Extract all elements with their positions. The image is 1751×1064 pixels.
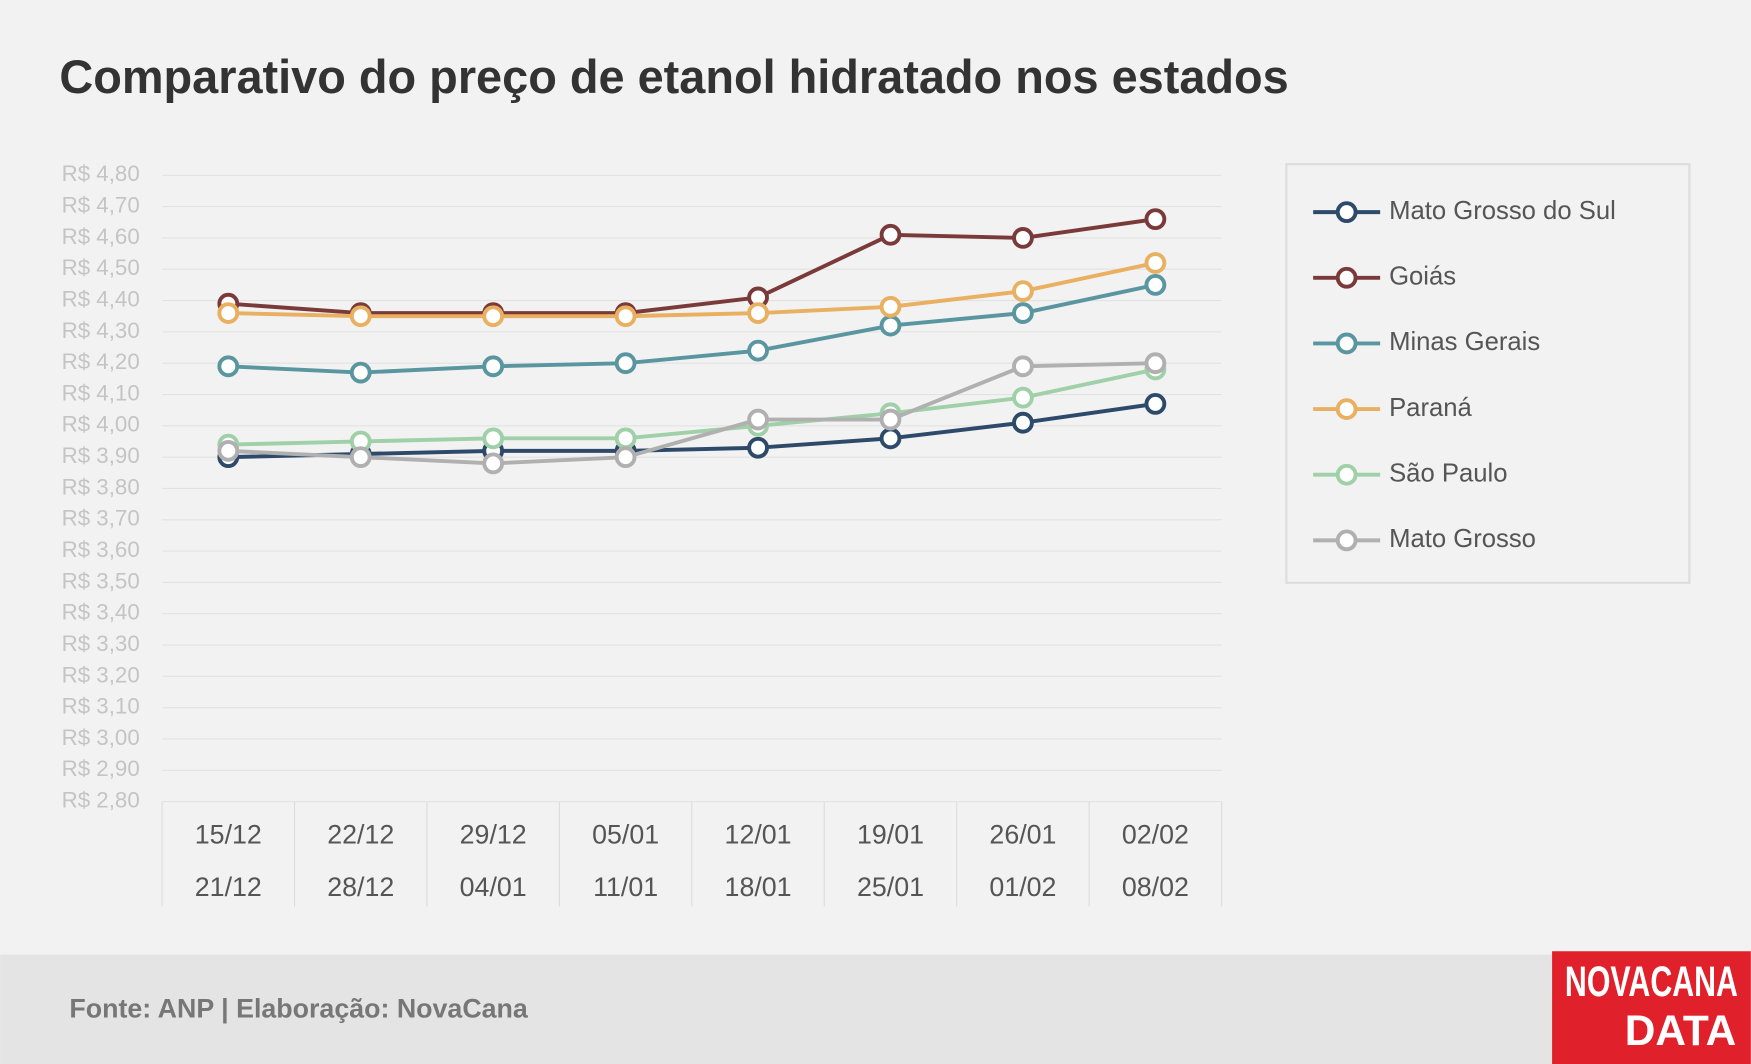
legend-label: Mato Grosso do Sul — [1389, 197, 1616, 225]
y-tick-label: R$ 2,80 — [62, 788, 140, 813]
point — [747, 339, 769, 362]
point — [747, 408, 769, 431]
legend-marker — [1335, 463, 1358, 486]
x-tick-label: 15/12 — [195, 819, 262, 849]
logo-text: NOVACANA — [1565, 958, 1738, 1005]
point — [747, 302, 769, 324]
y-tick-label: R$ 3,00 — [62, 725, 140, 750]
point — [1012, 280, 1034, 303]
point — [349, 305, 372, 328]
point — [1012, 355, 1034, 378]
x-tick-label: 28/12 — [327, 872, 394, 902]
x-tick-label: 22/12 — [327, 819, 394, 849]
y-tick-label: R$ 4,40 — [62, 286, 140, 311]
y-tick-label: R$ 4,70 — [62, 192, 140, 217]
y-tick-label: R$ 4,10 — [62, 380, 140, 405]
point — [1144, 274, 1167, 296]
x-tick-label: 05/01 — [592, 819, 659, 849]
legend-marker — [1335, 529, 1358, 552]
x-tick-label: 18/01 — [725, 872, 792, 902]
legend-marker — [1335, 332, 1358, 355]
x-tick-label: 01/02 — [989, 872, 1056, 902]
point — [482, 355, 505, 378]
point — [1144, 352, 1167, 375]
legend-marker — [1335, 201, 1358, 224]
x-tick-label: 08/02 — [1122, 872, 1189, 902]
y-tick-label: R$ 3,90 — [62, 443, 140, 468]
legend-marker — [1335, 398, 1358, 420]
point — [1012, 411, 1034, 434]
y-tick-label: R$ 4,30 — [62, 318, 140, 343]
legend-label: Mato Grosso — [1389, 525, 1536, 553]
point — [217, 439, 240, 462]
point — [217, 355, 240, 378]
series-line — [228, 282, 1156, 375]
y-tick-label: R$ 4,50 — [62, 255, 140, 280]
point — [879, 408, 902, 431]
series-line — [228, 367, 1156, 447]
legend-label: São Paulo — [1389, 460, 1507, 488]
y-tick-label: R$ 3,10 — [62, 694, 140, 719]
point — [349, 361, 372, 384]
series-line — [228, 401, 1156, 460]
chart-title: Comparativo do preço de etanol hidratado… — [59, 51, 1288, 103]
y-tick-label: R$ 4,60 — [62, 224, 140, 249]
y-tick-label: R$ 3,80 — [62, 474, 140, 499]
point — [614, 446, 637, 469]
y-tick-label: R$ 3,20 — [62, 662, 140, 687]
x-tick-label: 12/01 — [725, 819, 792, 849]
point — [879, 314, 902, 337]
x-tick-label: 02/02 — [1122, 819, 1189, 849]
x-tick-label: 29/12 — [460, 819, 527, 849]
point — [614, 352, 637, 375]
y-tick-label: R$ 3,50 — [62, 568, 140, 593]
point — [1012, 227, 1034, 249]
series-line — [228, 217, 1156, 316]
point — [349, 446, 372, 469]
x-tick-label: 11/01 — [593, 872, 658, 902]
y-tick-label: R$ 3,60 — [62, 537, 140, 562]
point — [482, 427, 505, 450]
legend-label: Paraná — [1389, 394, 1472, 422]
series-line — [228, 261, 1156, 319]
series-line — [228, 361, 1156, 466]
y-tick-label: R$ 3,30 — [62, 631, 140, 656]
y-tick-label: R$ 3,40 — [62, 600, 140, 625]
point — [1012, 386, 1034, 409]
legend-label: Minas Gerais — [1389, 328, 1540, 356]
point — [614, 305, 637, 328]
y-tick-label: R$ 4,80 — [62, 161, 140, 186]
x-tick-label: 21/12 — [195, 872, 262, 902]
legend-box — [1285, 163, 1691, 584]
x-tick-label: 25/01 — [857, 872, 924, 902]
point — [879, 427, 902, 450]
point — [1144, 393, 1167, 415]
point — [747, 436, 769, 459]
point — [482, 452, 505, 475]
footer-band — [0, 954, 1751, 1064]
y-tick-label: R$ 3,70 — [62, 506, 140, 531]
logo — [1552, 951, 1751, 1064]
y-tick-label: R$ 4,20 — [62, 349, 140, 374]
legend-marker — [1335, 266, 1358, 289]
point — [879, 295, 902, 318]
legend-label: Goiás — [1389, 263, 1456, 291]
point — [879, 223, 902, 246]
x-tick-label: 26/01 — [989, 819, 1056, 849]
logo-text: DATA — [1625, 1007, 1736, 1054]
x-tick-label: 04/01 — [460, 872, 527, 902]
point — [482, 305, 505, 328]
point — [614, 427, 637, 450]
point — [1012, 302, 1034, 324]
point — [217, 302, 240, 324]
y-tick-label: R$ 2,90 — [62, 756, 140, 781]
point — [1144, 208, 1167, 231]
y-tick-label: R$ 4,00 — [62, 412, 140, 437]
point — [1144, 252, 1167, 274]
x-tick-label: 19/01 — [857, 819, 924, 849]
source: Fonte: ANP | Elaboração: NovaCana — [69, 993, 529, 1023]
